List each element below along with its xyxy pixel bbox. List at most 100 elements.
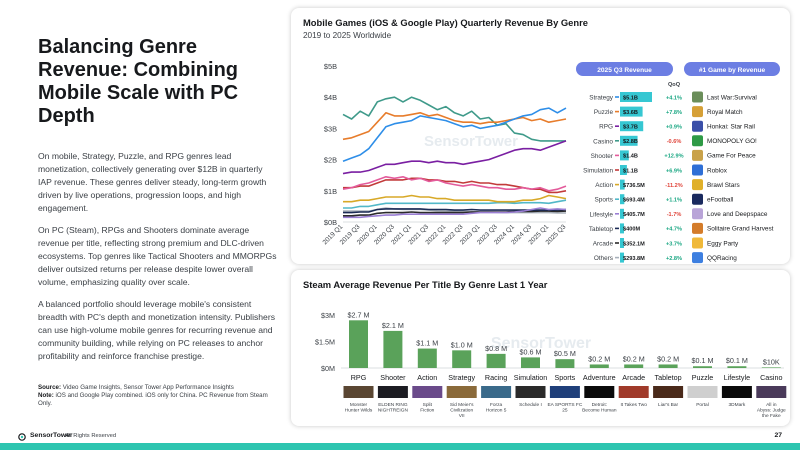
page-number: 27 — [774, 432, 782, 439]
bar-value-label: $0.1 M — [692, 356, 714, 365]
bar-tabletop — [658, 364, 678, 368]
bar-value-label: $0.5 M — [554, 349, 576, 358]
top-title-line: Fiction — [420, 408, 434, 414]
top-game-name: QQRacing — [707, 255, 737, 262]
game-icon — [692, 193, 703, 205]
top-title-label: All in Abyss: Judge the Fake — [757, 402, 786, 419]
bar-value-label: $10K — [763, 357, 780, 366]
game-icon — [692, 252, 703, 264]
series-line-rpg — [342, 140, 567, 175]
top-game-name: Eggy Party — [707, 240, 739, 247]
top-title-label: Sid Meier's Civilization VII — [450, 402, 474, 419]
top-title-line: Monster — [350, 402, 368, 408]
legend-genre-label: Shooter — [591, 153, 614, 160]
game-thumbnail — [584, 386, 615, 398]
q3-revenue-bar — [620, 135, 638, 146]
series-line-sports — [343, 199, 567, 209]
left-panel: Balancing Genre Revenue: Combining Mobil… — [38, 36, 278, 363]
q3-revenue-value: $1.1B — [623, 168, 638, 174]
category-label: Action — [417, 373, 437, 382]
series-line-strategy — [342, 107, 567, 162]
game-thumbnail — [756, 386, 787, 398]
paragraph-pc: On PC (Steam), RPGs and Shooters dominat… — [38, 225, 277, 287]
footer-copyright: - All Rights Reserved — [62, 433, 117, 439]
bar-racing — [486, 353, 506, 368]
q3-revenue-bar — [620, 194, 625, 205]
top-title-line: 25 — [562, 408, 568, 414]
top-game-name: MONOPOLY GO! — [707, 138, 757, 145]
top-title-line: 3DMark — [729, 402, 746, 408]
top-game-name: Last War:Survival — [707, 94, 757, 101]
y-tick-label: $3M — [321, 311, 335, 320]
top-title-label: Liar's Bar — [658, 402, 679, 408]
top-game-name: Roblox — [707, 167, 728, 174]
top-title-line: Detroit: — [592, 402, 607, 408]
top-title-label: Detroit: Become Human — [582, 402, 617, 414]
game-thumbnail — [343, 386, 374, 398]
category-label: Lifestyle — [724, 373, 750, 382]
top-title-line: All in — [766, 402, 777, 408]
top-title-label: ELDEN RING NIGHTREIGN — [378, 402, 409, 414]
qoq-value: +6.9% — [666, 168, 682, 174]
category-label: Adventure — [583, 373, 616, 382]
bar-action — [417, 348, 437, 368]
legend-genre-label: Casino — [593, 138, 613, 145]
game-thumbnail — [412, 386, 443, 398]
category-label: Simulation — [514, 373, 548, 382]
category-label: Sports — [555, 373, 576, 382]
qoq-value: +1.1% — [666, 198, 682, 204]
qoq-value: +0.9% — [666, 125, 682, 131]
category-label: Shooter — [380, 373, 406, 382]
bar-value-label: $0.6 M — [520, 347, 542, 356]
y-tick-label: $1B — [324, 187, 337, 196]
bar-lifestyle — [727, 366, 747, 368]
q3-revenue-value: $1.4B — [623, 154, 638, 160]
top-title-line: EA SPORTS FC — [547, 402, 582, 408]
game-thumbnail — [549, 386, 580, 398]
q3-revenue-value: $736.5M — [623, 183, 645, 189]
q3-revenue-bar — [620, 106, 643, 117]
top-game-name: Game For Peace — [707, 153, 756, 160]
q3-revenue-bar — [620, 92, 652, 102]
q3-revenue-bar — [620, 223, 624, 234]
source-text: Video Game Insights, Sensor Tower App Pe… — [62, 384, 234, 391]
bar-casino — [761, 367, 781, 368]
steam-bar-chart: SensorTower $0M $1.5M $3M $2.7 M RPG Monster Hu… — [315, 310, 787, 419]
paragraph-mobile: On mobile, Strategy, Puzzle, and RPG gen… — [38, 151, 267, 213]
q3-revenue-value: $405.7M — [623, 212, 645, 218]
q3-revenue-value: $3.6B — [623, 110, 638, 116]
q3-revenue-bar — [620, 179, 625, 190]
y-tick-label: $0B — [324, 218, 337, 227]
y-tick-label: $0M — [321, 364, 335, 373]
game-thumbnail — [653, 386, 684, 398]
game-icon — [692, 222, 703, 234]
bar-value-label: $1.1 M — [416, 339, 438, 348]
bar-value-label: $0.2 M — [588, 354, 610, 363]
game-icon — [692, 120, 703, 132]
bar-sports — [555, 359, 575, 368]
bar-value-label: $0.1 M — [726, 356, 748, 365]
y-tick-label: $4B — [324, 93, 337, 102]
top-game-name: Brawl Stars — [707, 182, 740, 189]
q3-revenue-bar — [620, 165, 627, 175]
top-title-line: VII — [459, 413, 465, 419]
top-title-label: Schedule I — [519, 402, 542, 408]
top-game-name: Solitaire Grand Harvest — [707, 226, 774, 233]
series-line-lifestyle — [343, 207, 567, 219]
game-thumbnail — [481, 386, 512, 398]
y-tick-label: $3B — [324, 124, 337, 133]
top-title-label: Portal — [696, 402, 709, 408]
game-thumbnail — [721, 386, 752, 398]
game-icon — [692, 149, 703, 161]
series-line-casino — [342, 96, 566, 142]
mobile-revenue-card: Mobile Games (iOS & Google Play) Quarter… — [291, 8, 790, 264]
top-title-line: Sid Meier's — [450, 402, 474, 408]
top-title-line: It Takes Two — [620, 402, 647, 408]
q3-revenue-bar — [620, 252, 624, 263]
watermark-text: SensorTower — [491, 335, 591, 352]
paragraph-portfolio: A balanced portfolio should leverage mob… — [38, 299, 275, 361]
series-line-arcade — [343, 210, 567, 217]
legend-genre-label: Tabletop — [589, 226, 614, 233]
game-thumbnail — [377, 386, 408, 398]
